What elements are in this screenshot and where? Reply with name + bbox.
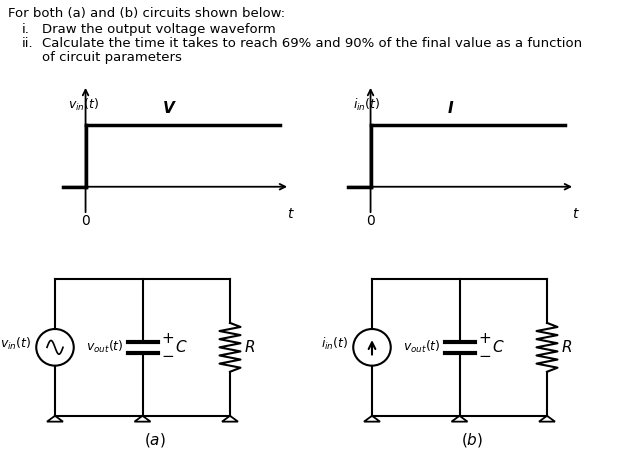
Text: $v_{in}(t)$: $v_{in}(t)$	[0, 336, 31, 352]
Text: $i_{in}(t)$: $i_{in}(t)$	[353, 97, 380, 113]
Text: $R$: $R$	[560, 339, 572, 355]
Text: $t$: $t$	[287, 207, 296, 221]
Text: $R$: $R$	[244, 339, 255, 355]
Text: $t$: $t$	[572, 207, 581, 221]
Text: $0$: $0$	[81, 214, 91, 228]
Text: Draw the output voltage waveform: Draw the output voltage waveform	[42, 23, 276, 36]
Text: of circuit parameters: of circuit parameters	[42, 51, 182, 64]
Text: −: −	[478, 349, 491, 364]
Text: Calculate the time it takes to reach 69% and 90% of the final value as a functio: Calculate the time it takes to reach 69%…	[42, 37, 582, 50]
Text: $v_{in}(t)$: $v_{in}(t)$	[68, 97, 99, 113]
Text: $C$: $C$	[175, 339, 187, 355]
Text: For both (a) and (b) circuits shown below:: For both (a) and (b) circuits shown belo…	[8, 7, 285, 20]
Text: $\boldsymbol{I}$: $\boldsymbol{I}$	[447, 100, 455, 116]
Text: $0$: $0$	[365, 214, 376, 228]
Text: +: +	[161, 331, 174, 346]
Text: i.: i.	[22, 23, 30, 36]
Text: $\boldsymbol{V}$: $\boldsymbol{V}$	[162, 100, 177, 116]
Text: $v_{out}(t)$: $v_{out}(t)$	[403, 339, 441, 355]
Text: −: −	[161, 349, 174, 364]
Text: $(a)$: $(a)$	[144, 431, 166, 449]
Text: $i_{in}(t)$: $i_{in}(t)$	[321, 336, 348, 352]
Text: $(b)$: $(b)$	[461, 431, 483, 449]
Text: ii.: ii.	[22, 37, 33, 50]
Text: $v_{out}(t)$: $v_{out}(t)$	[86, 339, 124, 355]
Text: +: +	[478, 331, 491, 346]
Text: $C$: $C$	[492, 339, 504, 355]
